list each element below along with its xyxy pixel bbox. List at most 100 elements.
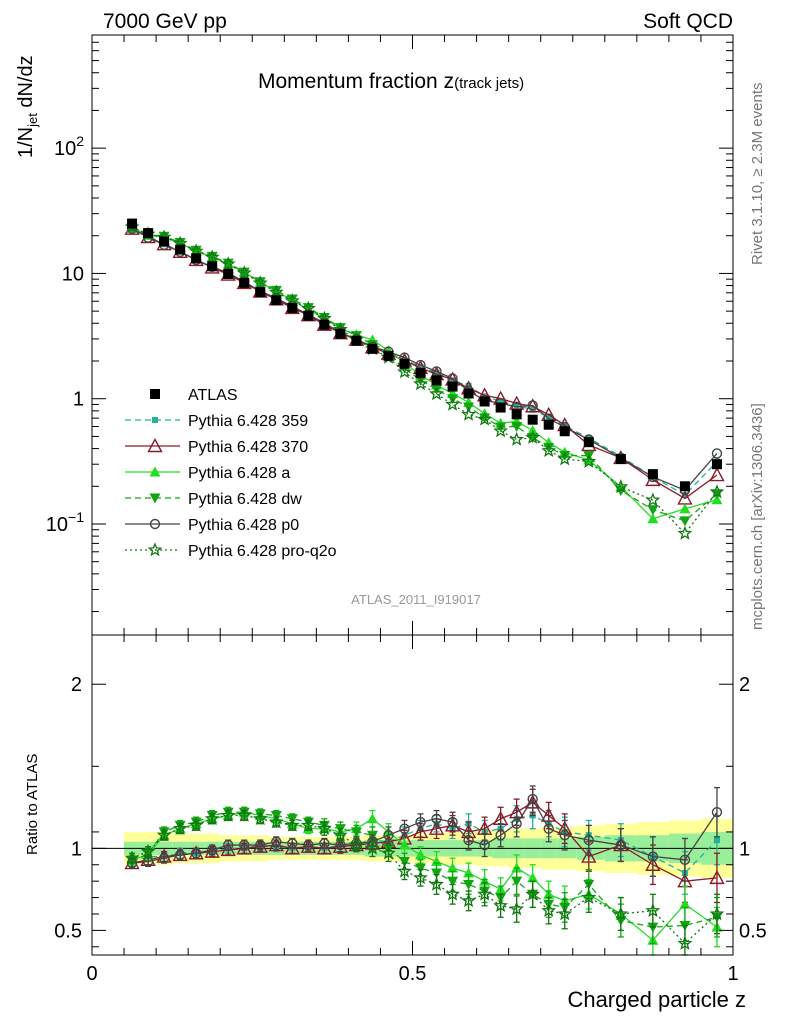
ratio-point: [525, 886, 541, 901]
main-point: [511, 422, 523, 433]
legend-label: Pythia 6.428 a: [188, 465, 290, 482]
legend-label: ATLAS: [188, 387, 238, 404]
ratio-panel: 0.5 0.51 12 20 0.5 1: [54, 634, 767, 985]
ratio-point: [677, 935, 693, 950]
ratio-point: [431, 868, 443, 879]
main-point: [711, 448, 723, 459]
ratio-panel-frame: [91, 634, 734, 956]
ratio-point: [479, 839, 490, 851]
ratio-point: [543, 823, 554, 834]
legend-label: Pythia 6.428 dw: [188, 491, 302, 508]
ratio-point: [316, 820, 332, 835]
ratio-point: [431, 813, 442, 824]
ratio-point: [365, 840, 380, 855]
ratio-y-tick-label-left: 0.5: [54, 920, 82, 942]
ratio-point: [220, 842, 236, 857]
ratio-point: [709, 869, 725, 885]
ratio-point: [493, 897, 509, 913]
ratio-point: [415, 816, 426, 828]
main-point: [513, 402, 520, 409]
ratio-point: [239, 839, 250, 851]
legend: ATLAS Pythia 6.428 359 Pythia 6.428 370 Pyt…: [125, 387, 337, 560]
ratio-point: [557, 906, 573, 921]
main-point: [645, 492, 661, 507]
x-tick-label: 0.5: [399, 963, 427, 985]
ratio-point: [447, 862, 459, 873]
main-point: [302, 303, 314, 314]
main-point: [270, 285, 282, 296]
ratio-point: [413, 870, 428, 885]
ratio-point: [350, 827, 362, 838]
atlas-data-point: [543, 419, 554, 430]
main-point: [429, 386, 444, 401]
atlas-data-point: [679, 481, 690, 492]
main-point: [527, 400, 538, 411]
main-point: [433, 369, 440, 376]
main-point: [581, 453, 597, 468]
main-point: [559, 451, 571, 462]
legend-marker: [152, 417, 158, 423]
ratio-point: [463, 834, 474, 846]
legend-marker: [149, 518, 161, 530]
legend-item-pythia-6-428-pro-q2o: Pythia 6.428 pro-q2o: [125, 542, 337, 560]
ratio-point: [188, 817, 204, 832]
atlas-data-point: [303, 310, 314, 321]
main-point: [647, 513, 659, 524]
main-y-tick-label: 102: [54, 133, 84, 160]
main-point: [709, 484, 725, 499]
atlas-data-point: [431, 375, 442, 386]
main-line: [131, 226, 718, 535]
legend-item-pythia-6-428-a: Pythia 6.428 a: [125, 465, 290, 482]
y-axis-label-main-tail: dN/dz: [15, 55, 37, 113]
ratio-point: [381, 845, 396, 860]
main-point: [220, 256, 236, 271]
atlas-data-point: [615, 454, 626, 465]
ratio-point: [477, 886, 493, 901]
main-point: [254, 277, 266, 288]
atlas-data-point: [711, 459, 722, 470]
atlas-data-point: [447, 381, 458, 392]
legend-item-pythia-6-428-359: Pythia 6.428 359: [125, 413, 308, 430]
ratio-point: [268, 814, 284, 829]
main-point: [479, 413, 491, 424]
main-point: [677, 525, 693, 540]
main-point: [613, 479, 629, 494]
x-axis-label: Charged particle z: [567, 987, 746, 1012]
header-right-label: Soft QCD: [643, 10, 733, 33]
main-point: [493, 423, 509, 438]
atlas-data-point: [159, 236, 170, 247]
ratio-y-tick-label-left: 2: [71, 674, 82, 696]
atlas-data-point: [127, 218, 138, 229]
legend-marker: [150, 389, 160, 399]
legend-label: Pythia 6.428 359: [188, 413, 308, 430]
main-point: [431, 384, 443, 395]
main-point: [190, 245, 202, 256]
main-line: [131, 227, 718, 522]
legend-item-pythia-6-428-p0: Pythia 6.428 p0: [125, 517, 299, 534]
mcplots-reference-label: mcplots.cern.ch [arXiv:1306.3436]: [749, 403, 766, 630]
ratio-point: [447, 816, 458, 828]
atlas-data-point: [479, 396, 490, 407]
y-axis-label-ratio: Ratio to ATLAS: [24, 754, 41, 855]
main-y-tick-label-base: 10: [46, 514, 68, 536]
atlas-data-point: [583, 437, 594, 448]
main-point: [252, 275, 268, 290]
atlas-data-point: [335, 328, 346, 339]
main-point: [477, 411, 493, 426]
legend-marker: [149, 493, 161, 504]
ratio-point: [511, 876, 523, 887]
main-point: [449, 377, 456, 384]
ratio-point: [319, 838, 330, 849]
ratio-point: [284, 840, 300, 855]
ratio-point: [445, 886, 460, 901]
atlas-data-point: [143, 228, 154, 239]
ratio-point: [252, 811, 268, 826]
ratio-point: [271, 836, 282, 847]
ratio-point: [255, 839, 266, 851]
ratio-point: [397, 863, 412, 878]
main-series-atlas: [127, 218, 722, 492]
ratio-point: [287, 838, 298, 849]
x-tick-label: 1: [727, 963, 738, 985]
main-y-tick-label-base: 10: [54, 138, 76, 160]
ratio-point: [463, 879, 475, 890]
